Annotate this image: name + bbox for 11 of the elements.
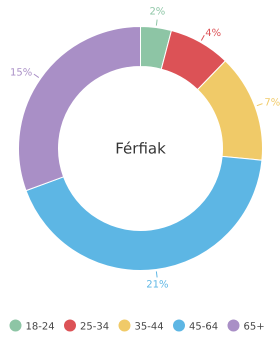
data-label: 21% [146,279,168,290]
legend-label: 35-44 [134,322,164,332]
data-label: 4% [205,28,222,39]
legend-label: 18-24 [26,322,55,332]
legend-label: 65+ [244,322,265,332]
legend-label: 45-64 [189,322,218,332]
legend-label: 25-34 [80,322,110,332]
data-label: 2% [149,6,166,18]
text: Férfiak [115,140,166,158]
data-label: 7% [264,97,280,108]
data-label: 15% [10,67,32,78]
